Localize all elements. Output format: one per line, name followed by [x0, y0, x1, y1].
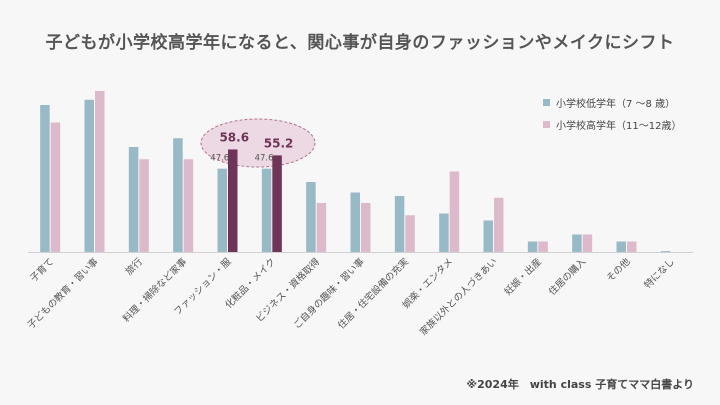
x-tick-label-14: 特になし	[642, 256, 677, 291]
x-tick-label-10: 家族以外との人づきあい	[417, 256, 499, 338]
bar-low-4	[217, 168, 227, 252]
legend-item-low: 小学校低学年（7 〜8 歳）	[543, 91, 681, 113]
bar-high-6	[316, 203, 327, 252]
data-label-low-0: 47.6	[210, 154, 229, 164]
bar-high-13	[627, 241, 637, 252]
legend-item-high: 小学校高学年（11〜12歳）	[543, 113, 681, 135]
x-tick-label-0: 子育て	[28, 256, 57, 285]
bar-low-9	[439, 213, 449, 252]
bar-low-12	[572, 234, 582, 252]
x-tick-label-13: その他	[604, 255, 633, 284]
bar-low-11	[527, 241, 538, 252]
x-tick-label-12: 住居の購入	[546, 255, 588, 297]
data-label-high-0: 58.6	[219, 130, 249, 144]
bar-low-3	[173, 138, 183, 252]
bar-low-0	[40, 105, 50, 252]
bar-high-11	[538, 241, 548, 252]
bar-low-8	[394, 196, 405, 252]
bar-high-2	[139, 159, 149, 252]
bar-high-10	[494, 197, 504, 252]
x-tick-label-1: 子どもの教育・習い事	[25, 255, 101, 331]
bar-high-0	[50, 122, 61, 252]
x-tick-label-8: 住居・住宅設備の充実	[335, 255, 411, 331]
bar-low-5	[261, 168, 272, 252]
bar-high-3	[183, 159, 194, 252]
bar-high-5	[272, 155, 282, 252]
bar-high-9	[449, 171, 460, 252]
source-note: ※2024年 with class 子育てママ白書より	[466, 378, 694, 391]
chart-title: 子どもが小学校高学年になると、関心事が自身のファッションやメイクにシフト	[45, 33, 675, 53]
bar-low-6	[306, 182, 316, 252]
bar-high-8	[405, 215, 415, 252]
bar-high-12	[582, 234, 593, 252]
bar-low-7	[350, 192, 360, 252]
legend-swatch-high	[543, 120, 550, 128]
bar-low-10	[483, 220, 493, 252]
legend-swatch-low	[543, 98, 550, 106]
data-label-high-1: 55.2	[264, 136, 294, 150]
bar-low-2	[128, 147, 139, 252]
legend-label-high: 小学校高学年（11〜12歳）	[556, 120, 682, 132]
bar-high-4	[228, 149, 238, 252]
bar-high-1	[95, 91, 105, 252]
x-tick-label-11: 妊娠・出産	[502, 256, 544, 298]
bar-low-1	[84, 99, 94, 252]
legend-label-low: 小学校低学年（7 〜8 歳）	[556, 98, 676, 110]
legend: 小学校低学年（7 〜8 歳） 小学校高学年（11〜12歳）	[543, 91, 681, 135]
bar-low-13	[616, 241, 626, 252]
x-tick-label-2: 旅行	[123, 255, 145, 277]
data-label-low-1: 47.6	[255, 154, 274, 164]
bar-low-14	[660, 251, 671, 252]
bar-high-7	[361, 203, 371, 252]
x-tick-label-7: ご自身の趣味・習い事	[291, 255, 367, 331]
